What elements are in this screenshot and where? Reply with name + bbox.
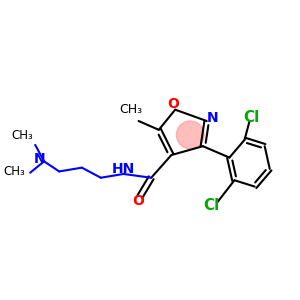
Text: O: O [167,97,179,111]
Text: methyl: methyl [127,117,131,118]
Text: N: N [34,152,45,166]
Text: methyl: methyl [136,117,140,118]
Circle shape [176,121,204,149]
Text: CH₃: CH₃ [11,129,33,142]
Text: Cl: Cl [244,110,260,125]
Text: Cl: Cl [203,198,219,213]
Text: CH₃: CH₃ [3,165,25,178]
Text: CH₃: CH₃ [119,103,142,116]
Text: O: O [133,194,145,208]
Text: HN: HN [111,162,135,176]
Text: N: N [206,112,218,125]
